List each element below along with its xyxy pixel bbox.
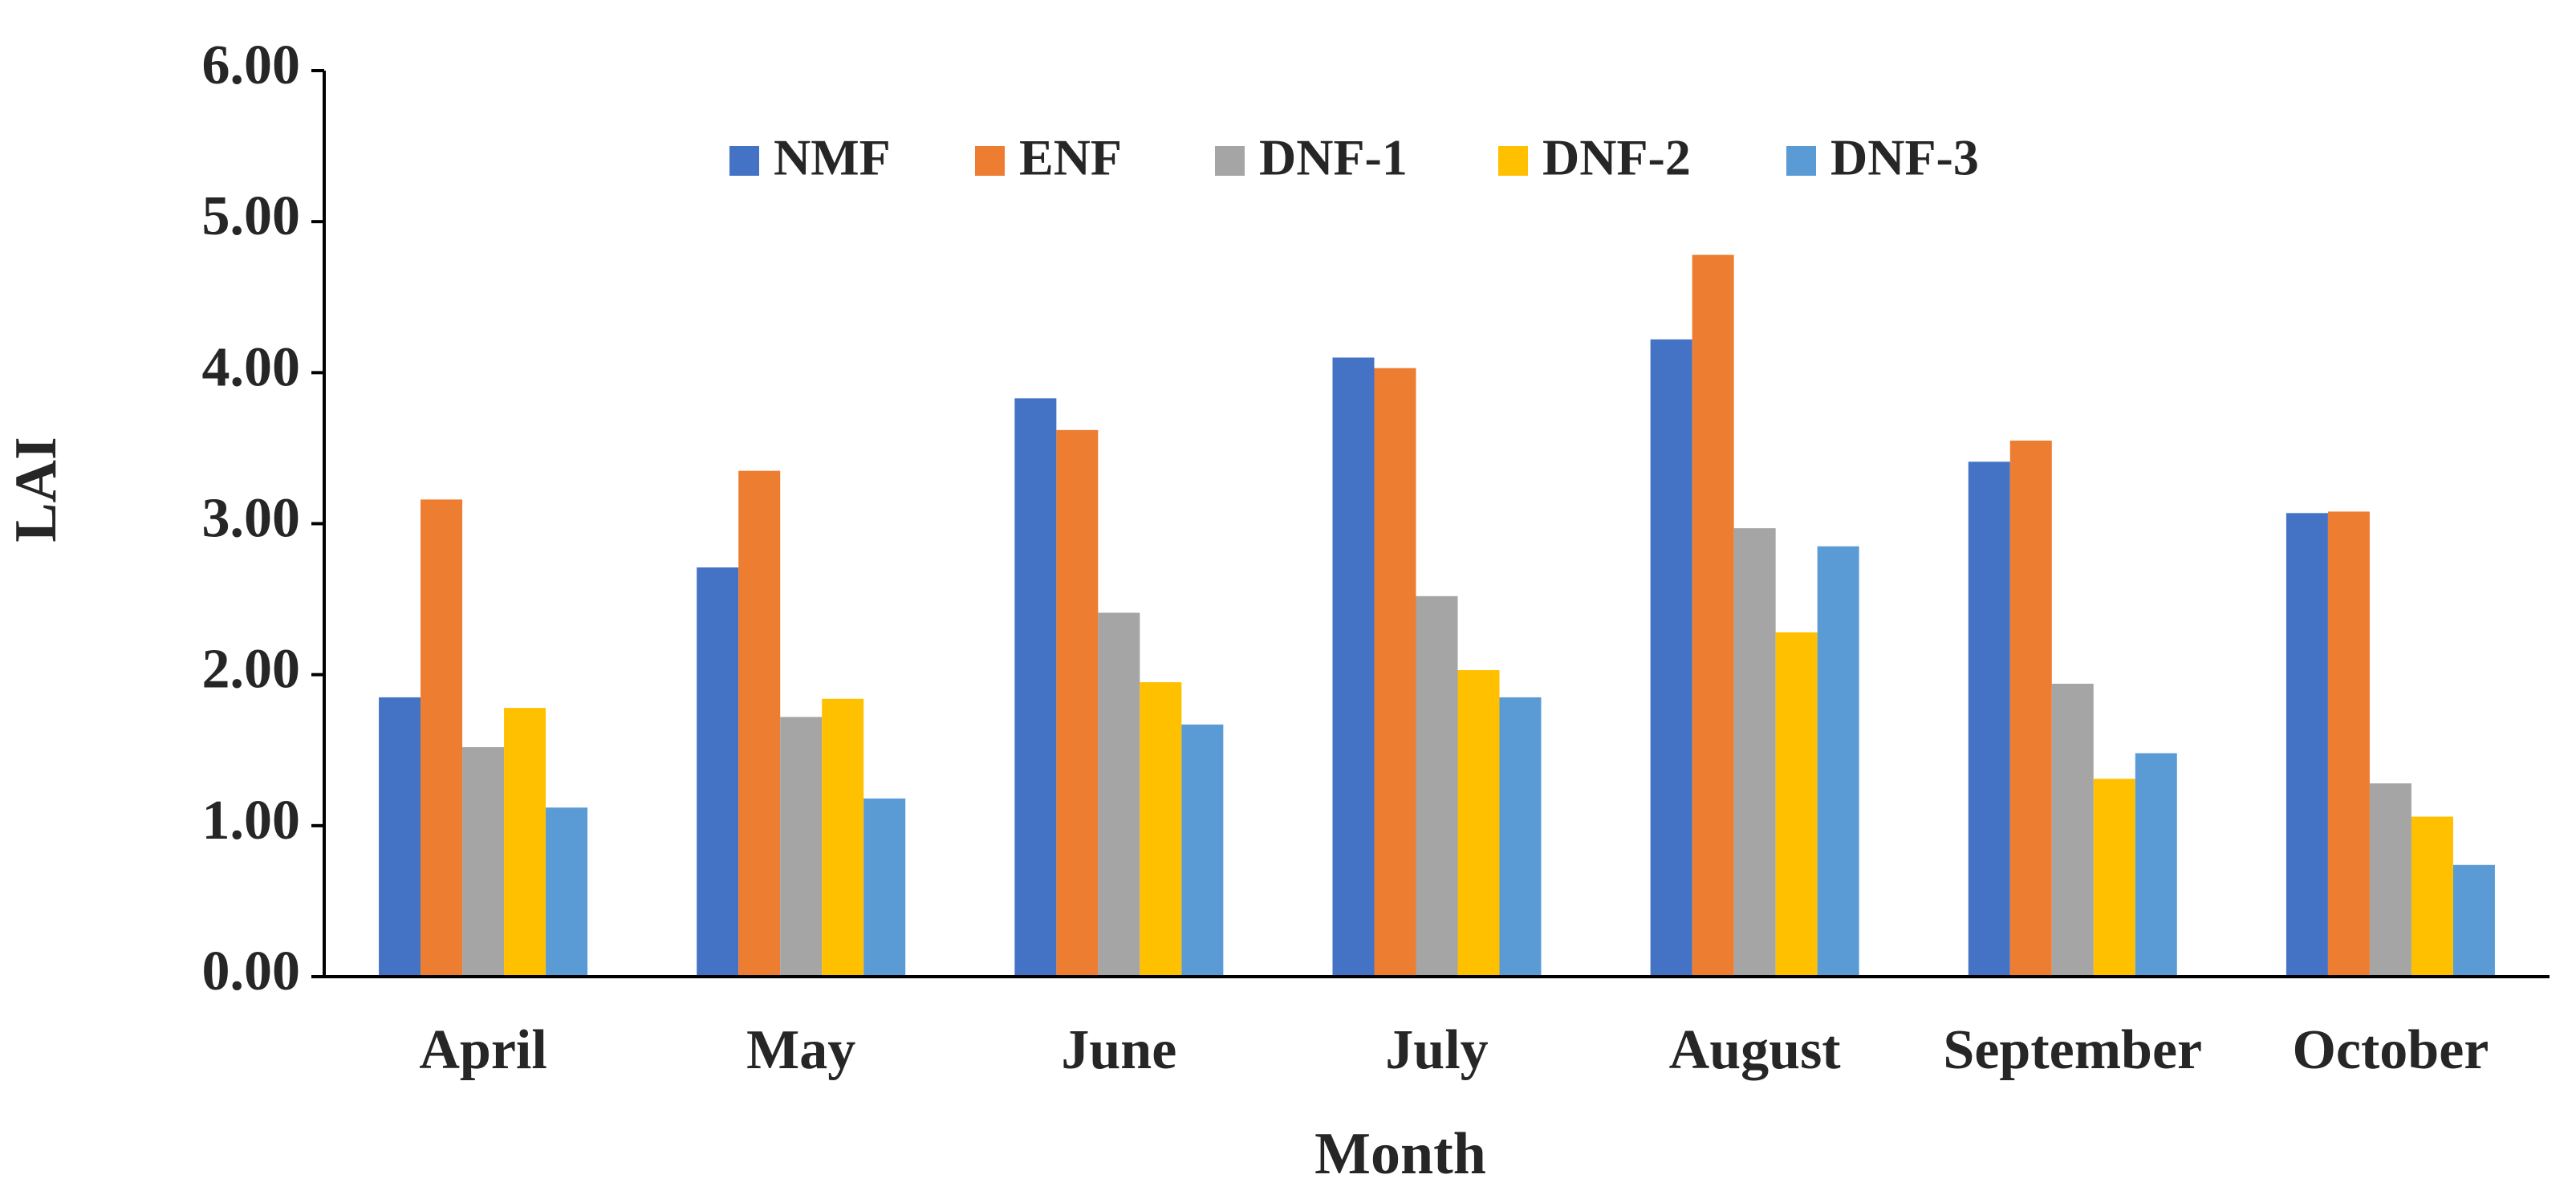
y-tick-label: 0.00 <box>202 941 301 1002</box>
bar <box>863 798 906 977</box>
bar <box>1140 682 1182 977</box>
x-axis-title: Month <box>1314 1121 1486 1187</box>
bar <box>462 746 505 977</box>
bar <box>1181 724 1224 977</box>
bar <box>1499 697 1542 977</box>
legend-label: ENF <box>1019 129 1122 186</box>
bar <box>2411 816 2453 977</box>
bar <box>1056 429 1099 977</box>
legend-label: NMF <box>774 129 891 186</box>
x-tick-label: August <box>1669 1019 1841 1081</box>
bar <box>1416 595 1458 977</box>
y-tick-label: 5.00 <box>202 185 301 247</box>
y-axis-title: LAI <box>3 437 69 543</box>
legend-label: DNF-2 <box>1542 129 1691 186</box>
bar <box>1650 339 1692 977</box>
y-tick-label: 1.00 <box>202 790 301 851</box>
bar <box>1014 398 1057 977</box>
bar <box>546 807 588 977</box>
bar <box>780 717 823 977</box>
bar <box>2009 441 2052 977</box>
x-tick-label: June <box>1061 1019 1176 1081</box>
legend-swatch <box>1498 146 1528 176</box>
bar <box>1733 528 1776 977</box>
bar <box>2327 511 2370 977</box>
x-tick-label: September <box>1943 1019 2202 1081</box>
y-tick-label: 4.00 <box>202 336 301 398</box>
legend-label: DNF-1 <box>1259 129 1408 186</box>
bar <box>738 470 781 977</box>
x-tick-label: May <box>746 1019 855 1081</box>
bar <box>2051 683 2094 977</box>
bar <box>2285 513 2328 977</box>
bar <box>1692 254 1734 977</box>
bar <box>379 697 421 977</box>
y-tick-label: 6.00 <box>202 35 301 96</box>
bar <box>697 567 739 977</box>
bar <box>421 499 463 977</box>
bar <box>1817 546 1859 977</box>
legend-swatch <box>975 146 1005 176</box>
bar <box>2369 783 2411 977</box>
bar <box>2452 864 2495 977</box>
bar <box>822 698 864 977</box>
bar <box>504 708 546 977</box>
legend-swatch <box>1215 146 1245 176</box>
x-tick-label: July <box>1385 1019 1488 1081</box>
legend-swatch <box>729 146 759 176</box>
bar <box>2093 778 2135 977</box>
bar <box>1775 632 1818 977</box>
bar <box>2135 753 2177 977</box>
bar <box>1374 368 1416 977</box>
bar <box>1098 612 1140 977</box>
bar <box>1332 357 1375 977</box>
legend-swatch <box>1786 146 1816 176</box>
x-tick-label: October <box>2292 1019 2489 1081</box>
bar <box>1457 670 1500 977</box>
y-tick-label: 3.00 <box>202 488 301 550</box>
legend-label: DNF-3 <box>1830 129 1979 186</box>
x-tick-label: April <box>419 1019 546 1081</box>
bar <box>1968 461 2010 977</box>
y-tick-label: 2.00 <box>202 639 301 701</box>
